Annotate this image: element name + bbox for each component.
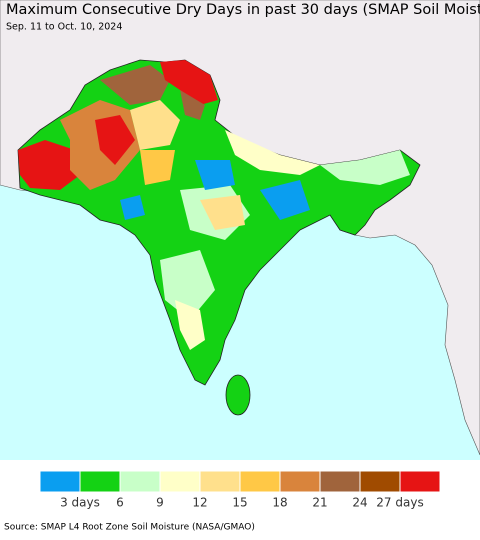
legend-label: 24 [352, 496, 367, 510]
legend-label: 18 [272, 496, 287, 510]
legend: 3 days 6 9 12 15 18 21 24 27 days [39, 470, 441, 510]
legend-swatch [79, 470, 121, 493]
legend-swatch [399, 470, 441, 493]
legend-label: 12 [192, 496, 207, 510]
legend-label: 3 days [60, 496, 100, 510]
legend-swatch [279, 470, 321, 493]
legend-swatch [359, 470, 401, 493]
map-subtitle: Sep. 11 to Oct. 10, 2024 [6, 22, 122, 33]
legend-swatch [319, 470, 361, 493]
legend-swatch [199, 470, 241, 493]
legend-label: 6 [116, 496, 124, 510]
legend-label: 15 [232, 496, 247, 510]
legend-label: 27 days [376, 496, 423, 510]
legend-swatch [239, 470, 281, 493]
legend-swatch [39, 470, 81, 493]
legend-swatch [119, 470, 161, 493]
sri-lanka [225, 374, 251, 416]
map-title: Maximum Consecutive Dry Days in past 30 … [6, 2, 480, 18]
legend-label: 9 [156, 496, 164, 510]
legend-label: 21 [312, 496, 327, 510]
legend-swatch [159, 470, 201, 493]
source-note: Source: SMAP L4 Root Zone Soil Moisture … [4, 523, 255, 533]
dry-patches [18, 60, 410, 350]
